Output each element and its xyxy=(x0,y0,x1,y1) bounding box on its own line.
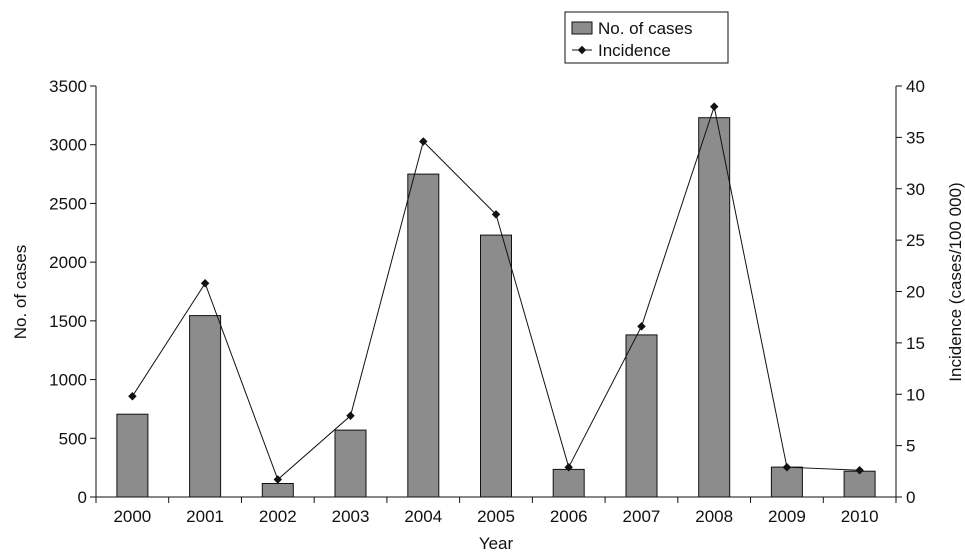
x-tick-label: 2010 xyxy=(841,507,879,526)
incidence-point-2002 xyxy=(273,475,283,484)
y2-tick-label: 15 xyxy=(906,334,925,353)
y-tick-label: 3000 xyxy=(49,136,87,155)
legend-label-incidence: Incidence xyxy=(598,41,671,60)
y2-tick-label: 35 xyxy=(906,128,925,147)
axes-layer: 0 500 1000 1500 2000 2500 3000 3500 0 5 10 15 20 25 30… xyxy=(49,77,925,526)
y2-tick-label: 0 xyxy=(906,488,915,507)
incidence-point-2008 xyxy=(709,102,719,111)
y2-tick-label: 40 xyxy=(906,77,925,96)
y-tick-label: 1500 xyxy=(49,312,87,331)
incidence-point-2001 xyxy=(200,279,210,288)
x-tick-label: 2007 xyxy=(623,507,661,526)
incidence-point-2003 xyxy=(346,411,355,421)
legend-swatch-bar xyxy=(571,21,593,35)
bar-2008 xyxy=(698,117,731,498)
y-tick-label: 1000 xyxy=(49,371,87,390)
x-tick-label: 2000 xyxy=(113,507,151,526)
legend: No. of cases Incidence xyxy=(564,11,729,64)
incidence-point-2000 xyxy=(128,392,137,401)
bars-layer xyxy=(116,117,876,498)
bar-2000 xyxy=(116,413,149,498)
y2-tick-label: 25 xyxy=(906,231,925,250)
incidence-point-2009 xyxy=(782,462,792,472)
bar-2005 xyxy=(480,234,512,498)
y-tick-label: 2500 xyxy=(49,194,87,213)
y2-tick-label: 5 xyxy=(906,437,915,456)
y-tick-label: 0 xyxy=(78,488,87,507)
x-tick-label: 2003 xyxy=(332,507,370,526)
x-tick-label: 2006 xyxy=(550,507,588,526)
legend-box xyxy=(564,11,729,64)
incidence-point-2010 xyxy=(855,466,864,475)
line-layer xyxy=(128,102,864,484)
incidence-point-2006 xyxy=(564,462,573,472)
y2-tick-label: 10 xyxy=(906,385,925,404)
y-tick-label: 2000 xyxy=(49,253,87,272)
x-tick-label: 2008 xyxy=(695,507,733,526)
bar-2001 xyxy=(189,315,222,498)
x-tick-label: 2005 xyxy=(477,507,515,526)
y-tick-label: 3500 xyxy=(49,77,87,96)
bar-2006 xyxy=(552,468,585,498)
bar-2010 xyxy=(843,470,876,498)
y2-axis-title: Incidence (cases/100 000) xyxy=(946,182,965,381)
x-tick-label: 2002 xyxy=(259,507,297,526)
y2-tick-label: 30 xyxy=(906,180,925,199)
bar-2004 xyxy=(407,173,440,498)
y2-tick-label: 20 xyxy=(906,283,925,302)
bar-2003 xyxy=(334,429,367,498)
y-axis-title: No. of cases xyxy=(11,245,30,340)
x-tick-label: 2001 xyxy=(186,507,224,526)
incidence-point-2004 xyxy=(419,137,428,146)
x-tick-label: 2004 xyxy=(404,507,442,526)
x-axis-title: Year xyxy=(479,534,514,553)
bar-2007 xyxy=(625,334,658,498)
legend-label-cases: No. of cases xyxy=(598,19,693,38)
incidence-point-2005 xyxy=(491,210,501,219)
y-tick-label: 500 xyxy=(59,429,87,448)
bar-2002 xyxy=(261,483,294,498)
bar-2009 xyxy=(770,466,803,498)
incidence-point-2007 xyxy=(637,322,646,331)
x-tick-label: 2009 xyxy=(768,507,806,526)
